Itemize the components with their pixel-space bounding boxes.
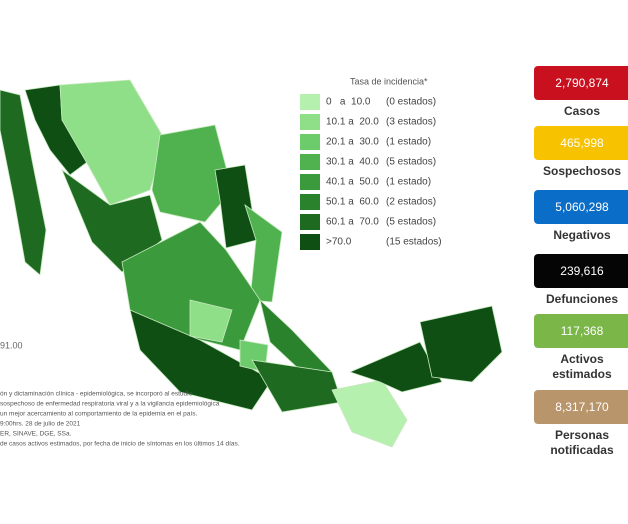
legend-range: 10.1 a 20.0 bbox=[326, 117, 379, 128]
legend-count: (5 estados) bbox=[386, 157, 436, 168]
legend-range: 60.1 a 70.0 bbox=[326, 217, 379, 228]
legend: 0 a 10.0 (0 estados) 10.1 a 20.0 (3 estados… bbox=[300, 94, 442, 250]
legend-swatch bbox=[300, 134, 320, 150]
stat-box bbox=[534, 314, 628, 348]
stat-value: 5,060,298 bbox=[555, 200, 609, 214]
stat-label: notificadas bbox=[550, 443, 614, 457]
legend-count: (15 estados) bbox=[386, 237, 442, 248]
legend-title: Tasa de incidencia* bbox=[350, 76, 428, 86]
legend-swatch bbox=[300, 214, 320, 230]
footnote: ER, SINAVE, DGE, SSa. bbox=[0, 431, 72, 438]
stat-value: 239,616 bbox=[560, 264, 604, 278]
legend-count: (0 estados) bbox=[386, 97, 436, 108]
legend-count: (3 estados) bbox=[386, 117, 436, 128]
footnote: 9:00hrs. 28 de julio de 2021 bbox=[0, 421, 81, 428]
legend-range: 30.1 a 40.0 bbox=[326, 157, 379, 168]
legend-swatch bbox=[300, 194, 320, 210]
footnote: de casos activos estimados, por fecha de… bbox=[0, 441, 240, 448]
footnote: sospechoso de enfermedad respiratoria vi… bbox=[0, 401, 220, 408]
stat-box bbox=[534, 126, 628, 160]
legend-swatch bbox=[300, 154, 320, 170]
stat-value: 117,368 bbox=[561, 324, 604, 338]
legend-range: 20.1 a 30.0 bbox=[326, 137, 379, 148]
legend-count: (1 estado) bbox=[386, 137, 431, 148]
footnote: un mejor acercamiento al comportamiento … bbox=[0, 411, 197, 418]
stat-label: Casos bbox=[564, 104, 600, 118]
legend-swatch bbox=[300, 94, 320, 110]
stat-label: estimados bbox=[552, 367, 612, 381]
stat-value: 2,790,874 bbox=[555, 76, 609, 90]
stat-label: Negativos bbox=[553, 228, 611, 242]
legend-swatch bbox=[300, 234, 320, 250]
stat-label: Sospechosos bbox=[543, 164, 621, 178]
stat-box bbox=[534, 190, 628, 224]
stat-value: 465,998 bbox=[560, 136, 604, 150]
map bbox=[0, 79, 503, 448]
legend-count: (5 estados) bbox=[386, 217, 436, 228]
legend-range: >70.0 bbox=[326, 237, 352, 248]
side-text: 91.00 bbox=[0, 340, 23, 350]
legend-range: 40.1 a 50.0 bbox=[326, 177, 379, 188]
legend-count: (1 estado) bbox=[386, 177, 431, 188]
stat-label: Defunciones bbox=[546, 292, 618, 306]
legend-range: 0 a 10.0 bbox=[326, 97, 371, 108]
stat-label: Activos bbox=[560, 352, 604, 366]
legend-swatch bbox=[300, 114, 320, 130]
stat-value: 8,317,170 bbox=[555, 400, 609, 414]
legend-range: 50.1 a 60.0 bbox=[326, 197, 379, 208]
stats: 2,790,874 Casos 465,998 Sospechosos 5,060,29… bbox=[534, 66, 628, 457]
stat-box bbox=[534, 390, 628, 424]
footnote: ón y dictaminación clínica - epidemiológ… bbox=[0, 391, 193, 398]
stat-label: Personas bbox=[555, 428, 609, 442]
stat-box bbox=[534, 254, 628, 288]
footnotes: ón y dictaminación clínica - epidemiológ… bbox=[0, 391, 240, 448]
legend-swatch bbox=[300, 174, 320, 190]
stat-box bbox=[534, 66, 628, 100]
legend-count: (2 estados) bbox=[386, 197, 436, 208]
